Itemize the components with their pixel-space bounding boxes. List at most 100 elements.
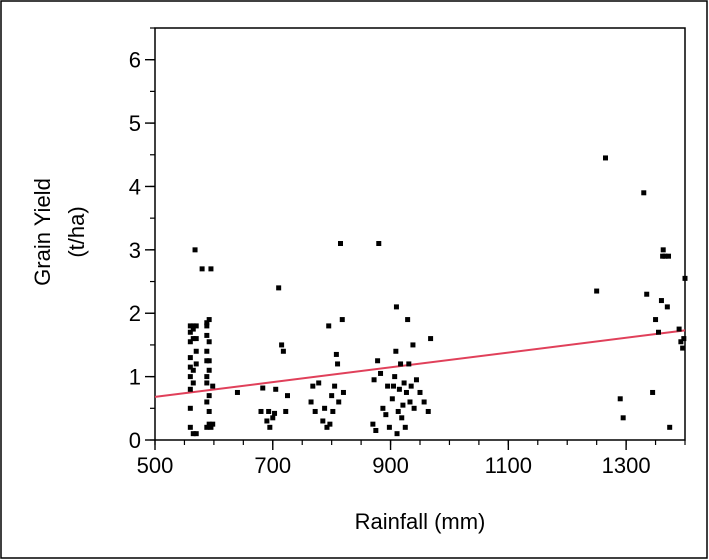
data-point [641,190,647,196]
x-axis-title: Rainfall (mm) [355,509,486,534]
data-point [681,336,687,342]
data-point [279,342,285,348]
data-point [594,288,600,294]
data-point [428,336,434,342]
data-point [187,386,193,392]
data-point [193,336,199,342]
data-point [394,431,400,437]
y-tick-label: 5 [129,111,141,136]
data-point [392,374,398,380]
data-point [206,367,212,373]
data-point [204,374,210,380]
data-point [190,431,196,437]
data-point [401,380,407,386]
data-point [193,323,199,329]
trend-line-group [154,329,686,398]
data-point [206,317,212,323]
data-point [206,393,212,399]
y-axis-title-line1: Grain Yield [30,178,55,286]
x-tick-label: 900 [372,453,409,478]
data-point [190,380,196,386]
data-point [389,396,395,402]
y-tick-label: 6 [129,48,141,73]
data-point [190,323,196,329]
data-point [376,241,382,247]
data-point [285,393,290,399]
data-point [332,383,338,389]
data-point [270,415,276,421]
data-point [210,421,216,427]
data-point [676,326,682,332]
data-point [187,355,193,361]
data-point [187,323,193,329]
data-point [667,424,673,430]
data-point [320,418,326,424]
data-point [370,421,376,427]
data-point [264,418,270,424]
data-point [383,412,389,418]
data-point [405,317,411,323]
data-point [206,358,212,364]
data-point [330,408,336,414]
data-point [204,424,210,430]
data-point [204,348,210,354]
data-point [199,266,205,272]
data-point [656,329,661,335]
data-point [204,399,210,405]
data-point [378,370,384,376]
y-tick-label: 4 [129,174,141,199]
data-point [204,380,210,386]
data-point [658,298,664,304]
data-point [208,424,214,430]
data-point [190,367,196,373]
data-point [272,410,278,416]
data-point [662,253,668,259]
data-point [340,389,346,395]
x-tick-label: 1100 [485,453,532,478]
data-point [653,317,659,323]
data-point [399,415,405,421]
data-point [380,405,386,411]
data-point [267,424,273,430]
data-points [187,155,688,437]
data-point [400,402,406,408]
data-point [187,339,193,345]
data-point [603,155,608,161]
data-point [407,399,413,405]
data-point [410,342,416,348]
data-point [310,383,316,389]
data-point [678,339,684,345]
data-point [406,361,412,367]
data-point [373,427,379,433]
data-point [617,396,623,402]
data-point [396,386,402,392]
data-point [682,275,688,281]
data-point [386,424,392,430]
data-point [680,345,686,351]
data-point [403,389,409,395]
data-point [391,383,396,389]
data-point [408,383,414,389]
data-point [234,389,240,395]
data-point [312,408,318,414]
data-point [336,399,342,405]
data-point [395,408,401,414]
data-point [324,424,330,430]
data-point [187,374,193,380]
data-point [193,348,199,354]
x-tick-label: 700 [254,453,291,478]
data-point [326,323,332,329]
data-point [273,386,279,392]
data-point [204,323,210,329]
data-point [283,408,289,414]
data-point [411,405,417,411]
data-point [398,361,404,367]
data-point [327,421,333,427]
data-point [660,247,666,253]
y-tick-label: 0 [129,428,141,453]
data-point [187,424,193,430]
data-point [187,405,193,411]
data-point [329,393,335,399]
